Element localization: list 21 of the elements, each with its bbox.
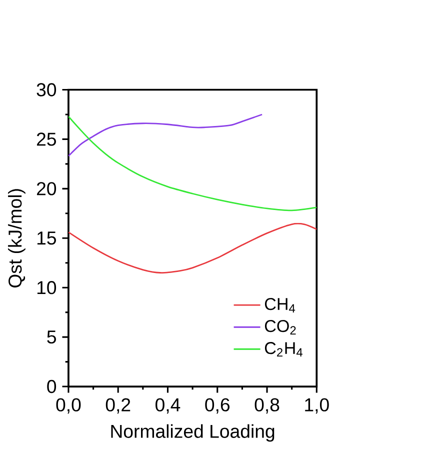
line-series bbox=[68, 116, 317, 212]
x-tick-label: 0,6 bbox=[205, 398, 230, 414]
line-series bbox=[68, 222, 317, 274]
y-axis-title: Qst (kJ/mol) bbox=[8, 189, 26, 288]
y-tick-label: 20 bbox=[37, 182, 56, 196]
legend-label: C$_{2}$H$_{4}$ bbox=[265, 342, 303, 356]
x-tick-label: 1,0 bbox=[305, 398, 329, 414]
legend-label: CO$_{2}$ bbox=[265, 320, 296, 334]
x-tick-label: 0,8 bbox=[254, 398, 280, 414]
line-series bbox=[68, 114, 263, 157]
x-tick-label: 0,2 bbox=[106, 398, 130, 414]
x-axis-title: Normalized Loading bbox=[111, 424, 274, 442]
y-tick-label: 25 bbox=[37, 132, 56, 146]
y-tick-label: 30 bbox=[36, 83, 56, 96]
x-tick-label: 0,4 bbox=[156, 398, 180, 414]
y-tick-label: 0 bbox=[47, 380, 56, 394]
x-tick-label: 0,0 bbox=[56, 398, 81, 414]
y-tick-label: 15 bbox=[37, 232, 56, 245]
y-tick-label: 5 bbox=[47, 330, 56, 344]
legend-label: CH$_{4}$ bbox=[265, 298, 296, 312]
y-tick-label: 10 bbox=[37, 281, 56, 294]
